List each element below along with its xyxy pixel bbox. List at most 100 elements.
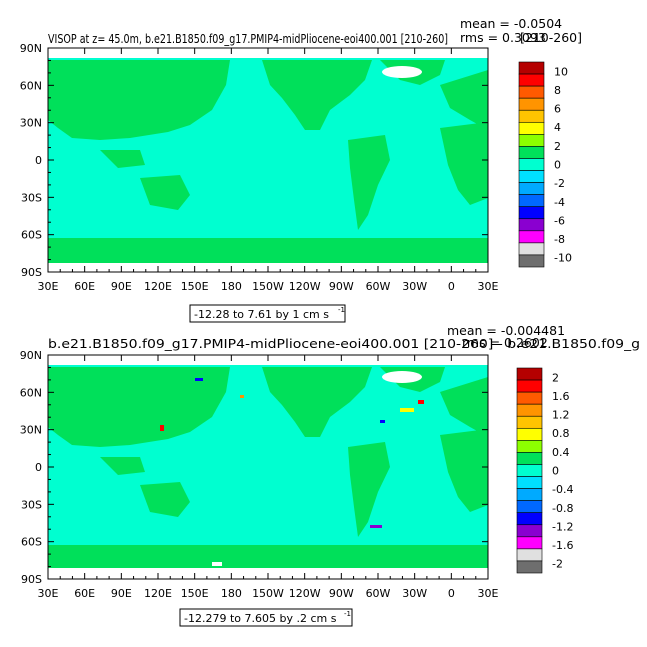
x-tick-label: 90E — [111, 587, 132, 600]
y-tick-label: 60S — [21, 229, 42, 242]
x-tick-label: 0 — [448, 587, 455, 600]
x-tick-label: 180 — [221, 587, 242, 600]
land-south-america — [348, 442, 390, 537]
land-eurasia — [48, 60, 230, 140]
colorbar-swatch — [516, 476, 543, 489]
contour-info-exp: -1 — [344, 610, 351, 618]
colorbar-label: 0 — [554, 159, 561, 172]
y-tick-label: 90N — [20, 349, 42, 362]
colorbar-swatch — [518, 230, 545, 244]
x-tick-label: 150E — [181, 280, 209, 293]
y-tick-label: 30S — [21, 191, 42, 204]
stat-rms: rms = 0.2602 — [462, 335, 548, 350]
colorbar-swatch — [516, 488, 543, 501]
y-tick-label: 60N — [20, 79, 42, 92]
land-australia — [140, 482, 190, 517]
y-ticks — [48, 354, 488, 580]
x-tick-label: 30W — [402, 587, 427, 600]
y-tick-label: 0 — [35, 154, 42, 167]
y-tick-label: 60N — [20, 386, 42, 399]
land-north-america — [262, 60, 372, 130]
x-tick-label: 90W — [329, 587, 354, 600]
y-tick-label: 60S — [21, 536, 42, 549]
colorbar-label: -8 — [554, 233, 565, 246]
colorbar-swatch — [518, 146, 545, 159]
colorbar-swatch — [518, 242, 545, 256]
y-tick-label: 90S — [21, 573, 42, 586]
colorbar-swatch — [518, 97, 545, 111]
x-tick-label: 150W — [252, 587, 284, 600]
x-tick-label: 60W — [366, 280, 391, 293]
colorbar-swatch — [516, 367, 543, 381]
x-tick-label: 30W — [402, 280, 427, 293]
colorbar-swatch — [516, 379, 543, 393]
map-area — [48, 48, 488, 272]
colorbar-swatch — [518, 218, 545, 232]
y-tick-label: 30S — [21, 498, 42, 511]
map-area — [48, 355, 488, 579]
y-tick-label: 30N — [20, 424, 42, 437]
colorbar-label: 10 — [554, 65, 568, 78]
x-tick-labels: 30E 60E 90E 120E 150E 180 150W 120W 90W 60W 30W 0 30… — [38, 587, 499, 600]
land-se-asia — [100, 457, 145, 475]
x-tick-label: 60E — [74, 280, 95, 293]
contour-info: -12.28 to 7.61 by 1 cm s — [194, 308, 329, 321]
land-eurasia — [48, 367, 230, 447]
x-tick-labels: 30E 60E 90E 120E 150E 180 150W 120W 90W 60W 30W 0 30… — [38, 280, 499, 293]
x-tick-label: 150E — [181, 587, 209, 600]
y-tick-label: 0 — [35, 461, 42, 474]
x-tick-label: 30E — [38, 280, 59, 293]
colorbar-swatch — [518, 85, 545, 99]
colorbar-swatch — [516, 391, 543, 405]
y-tick-label: 90S — [21, 266, 42, 279]
colorbar-swatch — [518, 254, 545, 268]
x-tick-label: 60E — [74, 587, 95, 600]
range-suffix: [210-260] — [520, 30, 582, 45]
y-tick-label: 90N — [20, 42, 42, 55]
land-africa — [440, 429, 488, 512]
colorbar-label: 2 — [552, 371, 559, 384]
contour-info-exp: -1 — [338, 306, 345, 314]
y-tick-label: 30N — [20, 117, 42, 130]
ice-patch — [382, 371, 422, 383]
land-antarctica — [48, 545, 488, 568]
contour-info-box: -12.279 to 7.605 by .2 cm s -1 — [179, 608, 353, 627]
colorbar-swatch — [516, 512, 543, 526]
x-tick-label: 120E — [144, 280, 172, 293]
x-tick-label: 150W — [252, 280, 284, 293]
colorbar-swatch — [516, 464, 543, 477]
land-north-america — [262, 367, 372, 437]
land-australia — [140, 175, 190, 210]
colorbar-swatch — [518, 158, 545, 171]
stat-rms: rms = 0.3093 — [460, 30, 546, 45]
colorbar-label: -0.4 — [552, 483, 573, 496]
x-tick-label: 90E — [111, 280, 132, 293]
x-tick-label: 120W — [289, 280, 321, 293]
x-tick-label: 120E — [144, 587, 172, 600]
colorbar-swatch — [518, 194, 545, 208]
y-tick-labels: 90N 60N 30N 0 30S 60S 90S — [20, 349, 42, 586]
colorbar-label: -6 — [554, 214, 565, 227]
colorbar-swatch — [516, 500, 543, 514]
colorbar-swatch — [516, 403, 543, 417]
colorbar-label: -2 — [554, 177, 565, 190]
land-antarctica — [48, 238, 488, 263]
colorbar-swatch — [516, 415, 543, 429]
x-ticks — [47, 355, 489, 579]
stat-mean: mean = -0.004481 — [447, 323, 565, 338]
colorbar-swatch — [516, 452, 543, 465]
x-tick-label: 90W — [329, 280, 354, 293]
x-tick-label: 30E — [38, 587, 59, 600]
land-se-asia — [100, 150, 145, 168]
colorbar-swatch — [518, 206, 545, 220]
contour-info: -12.279 to 7.605 by .2 cm s — [184, 612, 337, 625]
x-tick-label: 0 — [448, 280, 455, 293]
colorbar-swatch — [518, 73, 545, 87]
colorbar-swatch — [516, 548, 543, 562]
colorbar-label: 2 — [554, 140, 561, 153]
colorbar-swatch — [518, 109, 545, 123]
colorbar-label: 1.2 — [552, 409, 570, 422]
colorbar-label: -1.2 — [552, 520, 573, 533]
colorbar-label: 0.4 — [552, 446, 570, 459]
